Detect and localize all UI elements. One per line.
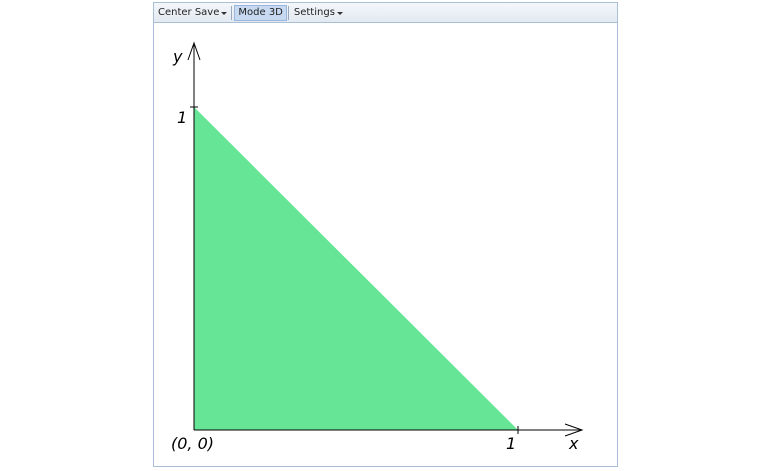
mode-3d-label: Mode 3D	[238, 7, 283, 18]
mode-3d-button[interactable]: Mode 3D	[234, 4, 287, 21]
graph-canvas[interactable]: y 1 (0, 0) 1 x	[154, 23, 617, 466]
shaded-region	[194, 107, 518, 430]
x-tick-label: 1	[506, 434, 516, 453]
y-axis-arrow-icon	[187, 41, 201, 61]
chevron-down-icon	[336, 12, 343, 15]
toolbar-divider	[287, 5, 289, 20]
chevron-down-icon	[221, 12, 228, 15]
center-save-label: Center Save	[158, 7, 220, 18]
y-axis-label: y	[172, 47, 183, 66]
settings-menu[interactable]: Settings	[291, 5, 346, 21]
origin-label: (0, 0)	[171, 434, 214, 453]
y-tick-label: 1	[177, 108, 187, 127]
toolbar: Center Save Mode 3D Settings	[154, 3, 617, 23]
toolbar-divider	[231, 5, 233, 20]
x-axis-arrow-icon	[564, 423, 584, 437]
x-axis-label: x	[568, 434, 579, 453]
settings-label: Settings	[293, 7, 335, 18]
center-save-menu[interactable]: Center Save	[155, 5, 230, 21]
graph-window: Center Save Mode 3D Settings y 1 (0, 0) …	[153, 2, 618, 467]
